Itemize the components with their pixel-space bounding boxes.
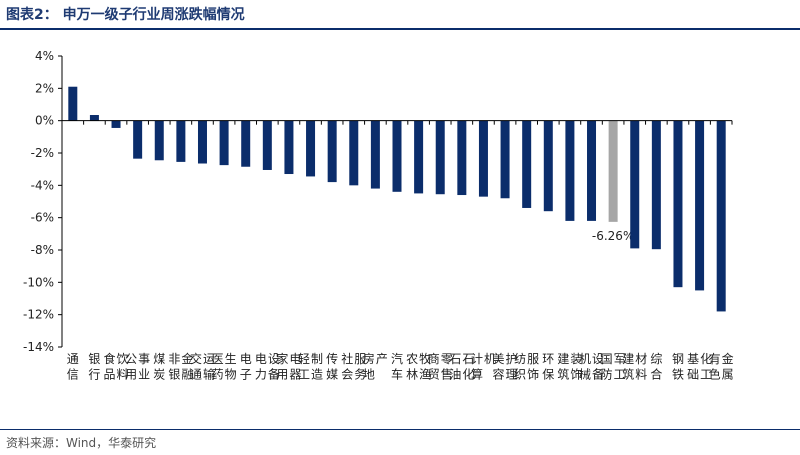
y-tick-label: 2%: [35, 81, 54, 95]
bar-石油石化: [457, 120, 467, 196]
category-label: 纺织服饰: [514, 352, 539, 382]
bar-计算机: [478, 120, 488, 197]
bar-电力设备: [262, 120, 272, 170]
figure-title: 图表2： 申万一级子行业周涨跌幅情况: [6, 7, 245, 23]
category-label: 基础化工: [687, 352, 712, 382]
bar-基础化工: [695, 120, 705, 291]
bar-商贸零售: [435, 120, 445, 195]
bar-银行: [89, 115, 99, 121]
bar-机械设备: [587, 120, 597, 221]
bar-美容护理: [500, 120, 510, 199]
bar-轻工制造: [306, 120, 316, 177]
category-label: 国防军工: [601, 352, 626, 382]
y-tick-label: 4%: [35, 49, 54, 63]
bar-农林牧渔: [414, 120, 424, 194]
bar-公用事业: [133, 120, 143, 159]
category-label: 环保: [542, 352, 554, 382]
bar-有色金属: [716, 120, 726, 312]
category-label: 社会服务: [341, 351, 366, 382]
y-tick-label: -4%: [31, 178, 54, 192]
bars: -6.26%: [68, 86, 726, 312]
category-label: 农林牧渔: [406, 352, 431, 382]
source-note: 资料来源：Wind，华泰研究: [6, 436, 157, 450]
category-label: 通信: [67, 352, 79, 382]
bar-非银金融: [176, 120, 186, 162]
category-label: 建筑装饰: [557, 352, 582, 382]
bar-传媒: [327, 120, 337, 183]
bar-综合: [651, 120, 661, 250]
bar-建筑装饰: [565, 120, 575, 221]
category-label: 计算机: [471, 352, 496, 382]
category-label: 有色金属: [709, 351, 734, 382]
bar-医药生物: [219, 120, 229, 166]
category-label: 医药生物: [212, 352, 237, 382]
y-tick-label: -10%: [23, 275, 54, 289]
y-tick-label: -6%: [31, 211, 54, 225]
y-tick-label: -8%: [31, 243, 54, 257]
x-axis: [61, 120, 733, 125]
category-label: 汽车: [391, 351, 403, 382]
bar-交通运输: [197, 120, 207, 164]
bar-电子: [241, 120, 251, 167]
bar-汽车: [392, 120, 402, 192]
bar-食品饮料: [111, 120, 121, 128]
category-labels: 通信银行食品饮料公用事业煤炭非银金融交通运输医药生物电子电力设备家用电器轻工制造…: [67, 351, 734, 382]
bar-社会服务: [349, 120, 359, 186]
bar-钢铁: [673, 120, 683, 288]
category-label: 电子: [240, 352, 252, 382]
category-label: 非银金融: [168, 351, 193, 382]
category-label: 食品饮料: [104, 351, 129, 382]
category-label: 商贸零售: [428, 351, 453, 382]
bar-建筑材料: [630, 120, 640, 249]
bar-房地产: [370, 120, 380, 189]
y-tick-label: -2%: [31, 146, 54, 160]
category-label: 石油石化: [449, 352, 474, 382]
bar-chart: 4% 2% 0% -2% -4% -6% -8% -10% -12% -14% -6.26% 通信…: [23, 49, 734, 382]
y-tick-label: 0%: [35, 114, 54, 128]
bar-纺织服饰: [522, 120, 532, 208]
bar-煤炭: [154, 120, 164, 161]
category-label: 建筑材料: [622, 352, 647, 382]
y-tick-label: -12%: [23, 308, 54, 322]
category-label: 传媒: [326, 351, 338, 382]
category-label: 煤炭: [153, 352, 165, 382]
category-label: 银行: [88, 352, 100, 382]
highlight-value-label: -6.26%: [592, 229, 634, 243]
header-rule: [0, 28, 800, 30]
category-label: 公用事业: [125, 352, 150, 382]
category-label: 房地产: [363, 351, 388, 382]
category-label: 综合: [650, 352, 662, 382]
bar-环保: [543, 120, 553, 212]
category-label: 交通运输: [190, 351, 215, 382]
figure-header: 图表2： 申万一级子行业周涨跌幅情况: [0, 0, 800, 28]
category-label: 机械设备: [579, 352, 604, 382]
bar-通信: [68, 86, 78, 121]
bar-家用电器: [284, 120, 294, 175]
y-tick-label: -14%: [23, 340, 54, 354]
bar-国防军工: [608, 120, 618, 222]
category-label: 美容护理: [493, 352, 518, 382]
y-axis: 4% 2% 0% -2% -4% -6% -8% -10% -12% -14%: [23, 49, 63, 354]
category-label: 家用电器: [276, 351, 301, 382]
category-label: 轻工制造: [298, 352, 323, 382]
category-label: 电力设备: [255, 352, 280, 382]
footer-rule: [0, 429, 800, 430]
category-label: 钢铁: [672, 352, 684, 382]
